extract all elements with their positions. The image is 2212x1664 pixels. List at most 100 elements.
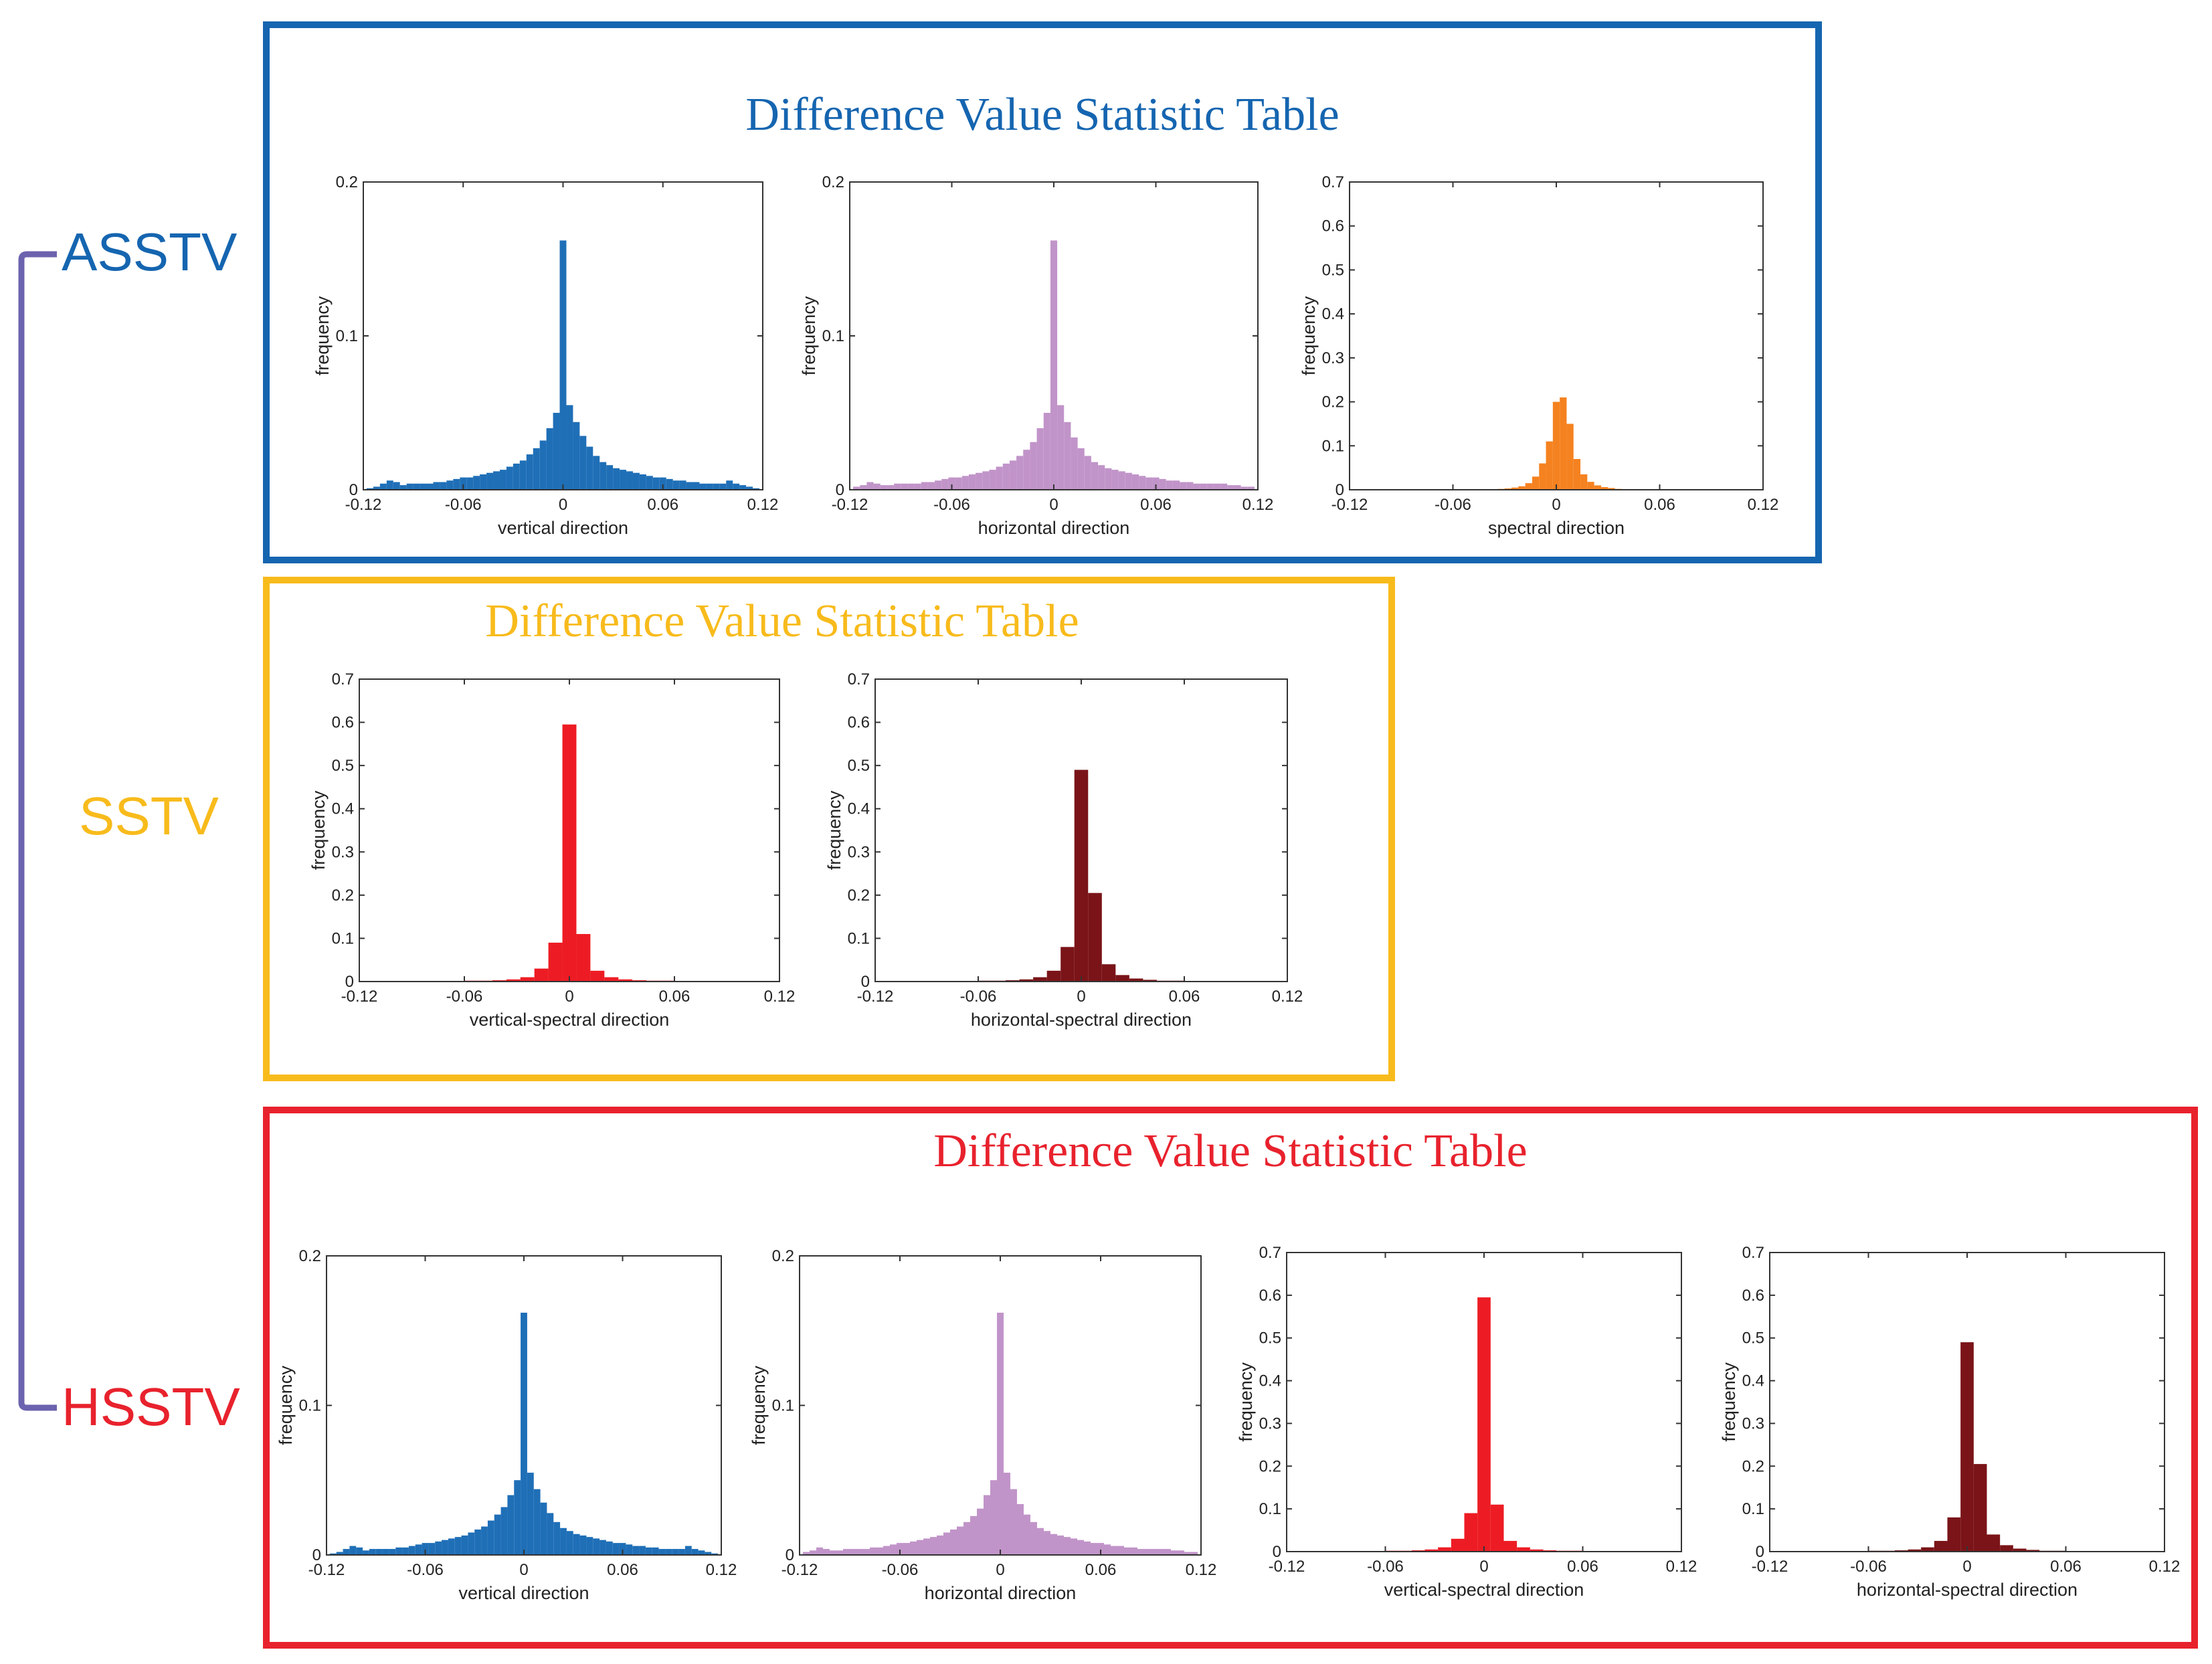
x-axis-label: horizontal-spectral direction [1857,1580,2078,1600]
histogram-bar [823,1549,830,1555]
group-label-sstv: SSTV [79,786,219,846]
histogram-bar [1464,1513,1478,1552]
histogram-bar [950,1530,957,1555]
histogram-bar [553,413,560,490]
histogram-bar [1071,437,1078,490]
histogram-bar [1213,483,1221,490]
x-tick-label: 0.06 [1169,988,1200,1006]
y-tick-label: 0.4 [848,800,870,818]
histogram-bar [1159,478,1166,490]
histogram-bar [935,480,942,490]
histogram-bar [1227,485,1234,490]
x-tick-label: 0 [1049,496,1058,514]
y-tick-label: 0.1 [772,1397,794,1415]
x-tick-label: -0.06 [882,1561,919,1579]
y-tick-label: 0.4 [1259,1372,1281,1390]
histogram-bar [1178,1550,1184,1555]
histogram-bar [379,483,387,490]
histogram-bars [803,1312,1198,1555]
histogram-bar [1220,483,1228,490]
histogram-bar [1608,488,1615,490]
y-tick-label: 0.3 [332,843,354,861]
y-tick-label: 0.2 [1259,1457,1281,1475]
histogram-bar [389,1549,396,1555]
histogram-bar [1043,413,1050,490]
histogram-bar [506,466,513,490]
histogram-bar [435,1541,442,1555]
histogram-bar [422,1543,429,1555]
histogram-bar [1097,1543,1104,1555]
histogram-bar [527,1473,534,1555]
histogram-bar [1546,441,1553,490]
histogram-bar [1191,1552,1198,1555]
group-label-hsstv: HSSTV [62,1377,240,1437]
histogram-bar [586,446,593,490]
histogram-bar [693,482,700,490]
histogram-bar [460,477,467,490]
histogram-bar [1438,1547,1451,1552]
x-tick-label: 0.06 [1567,1558,1598,1576]
y-tick-label: 0.5 [332,757,354,775]
histogram-bar [539,440,547,490]
histogram-bar [1050,1534,1057,1555]
histogram-bar [1600,487,1608,490]
histogram-bar [1166,480,1173,490]
histogram-bar [1566,424,1574,490]
histogram-bar [639,474,646,490]
histogram-bar [1050,240,1058,490]
histogram-bar [1024,1514,1030,1555]
y-tick-label: 0 [786,1546,794,1564]
y-tick-label: 0 [861,973,870,991]
histogram-bar [803,1552,810,1555]
histogram-bar [632,1546,640,1555]
histogram-bar [2013,1548,2027,1552]
y-tick-label: 0.5 [1742,1329,1764,1348]
histogram-bar [329,1553,337,1555]
x-axis-label: horizontal direction [925,1583,1077,1603]
histogram-bar [970,1515,977,1555]
histogram-bar [1064,1537,1071,1555]
histogram-bar [856,1549,863,1555]
histogram-bar [1104,1544,1111,1555]
histogram-bar [461,1535,468,1555]
histogram-bar [961,476,969,490]
histogram-bar [632,472,640,490]
histogram-bar [1091,1543,1097,1555]
histogram-bar [860,485,867,490]
histogram-bar [652,1547,659,1555]
histogram-bar [1247,486,1255,490]
x-tick-label: -0.12 [781,1561,818,1579]
histogram-bar [375,1549,383,1555]
y-tick-label: 0.2 [1322,393,1344,411]
x-tick-label: 0.06 [607,1561,638,1579]
histogram-bar [1580,474,1588,490]
x-tick-label: 0.06 [1644,496,1675,514]
histogram-bar [1071,1538,1077,1555]
histogram-bar [481,1526,488,1555]
x-tick-label: -0.06 [960,988,997,1006]
x-axis-label: horizontal direction [978,518,1130,538]
histogram-bar [1987,1534,2001,1552]
histogram-bar [560,1528,567,1555]
chart-hsstv-horizontal-spectral: -0.12 -0.06 0 0.06 0.12 0 0.1 0.2 0.3 0.4 0.5 0.6 0.… [1719,1244,2180,1600]
histogram-bar [453,478,460,490]
histogram-bar [386,480,393,490]
y-axis-label: frequency [1299,296,1319,375]
histogram-bar [917,1540,923,1555]
histogram-bar [753,488,760,490]
histogram-bars [937,769,1226,982]
x-tick-label: 0 [1552,496,1560,514]
histogram-bar [369,1549,376,1555]
histogram-bar [1004,1473,1010,1555]
histogram-bar [1451,1538,1465,1552]
histogram-bar [977,1508,984,1555]
group-label-asstv: ASSTV [62,222,238,282]
histogram-bar [399,485,407,490]
histogram-bar [1158,1549,1164,1555]
y-axis-label: frequency [308,790,329,870]
histogram-bar [665,1549,672,1555]
histogram-bar [519,460,527,490]
histogram-bar [1921,1547,1934,1552]
histogram-bar [579,1535,587,1555]
y-tick-label: 0.7 [1742,1244,1764,1262]
